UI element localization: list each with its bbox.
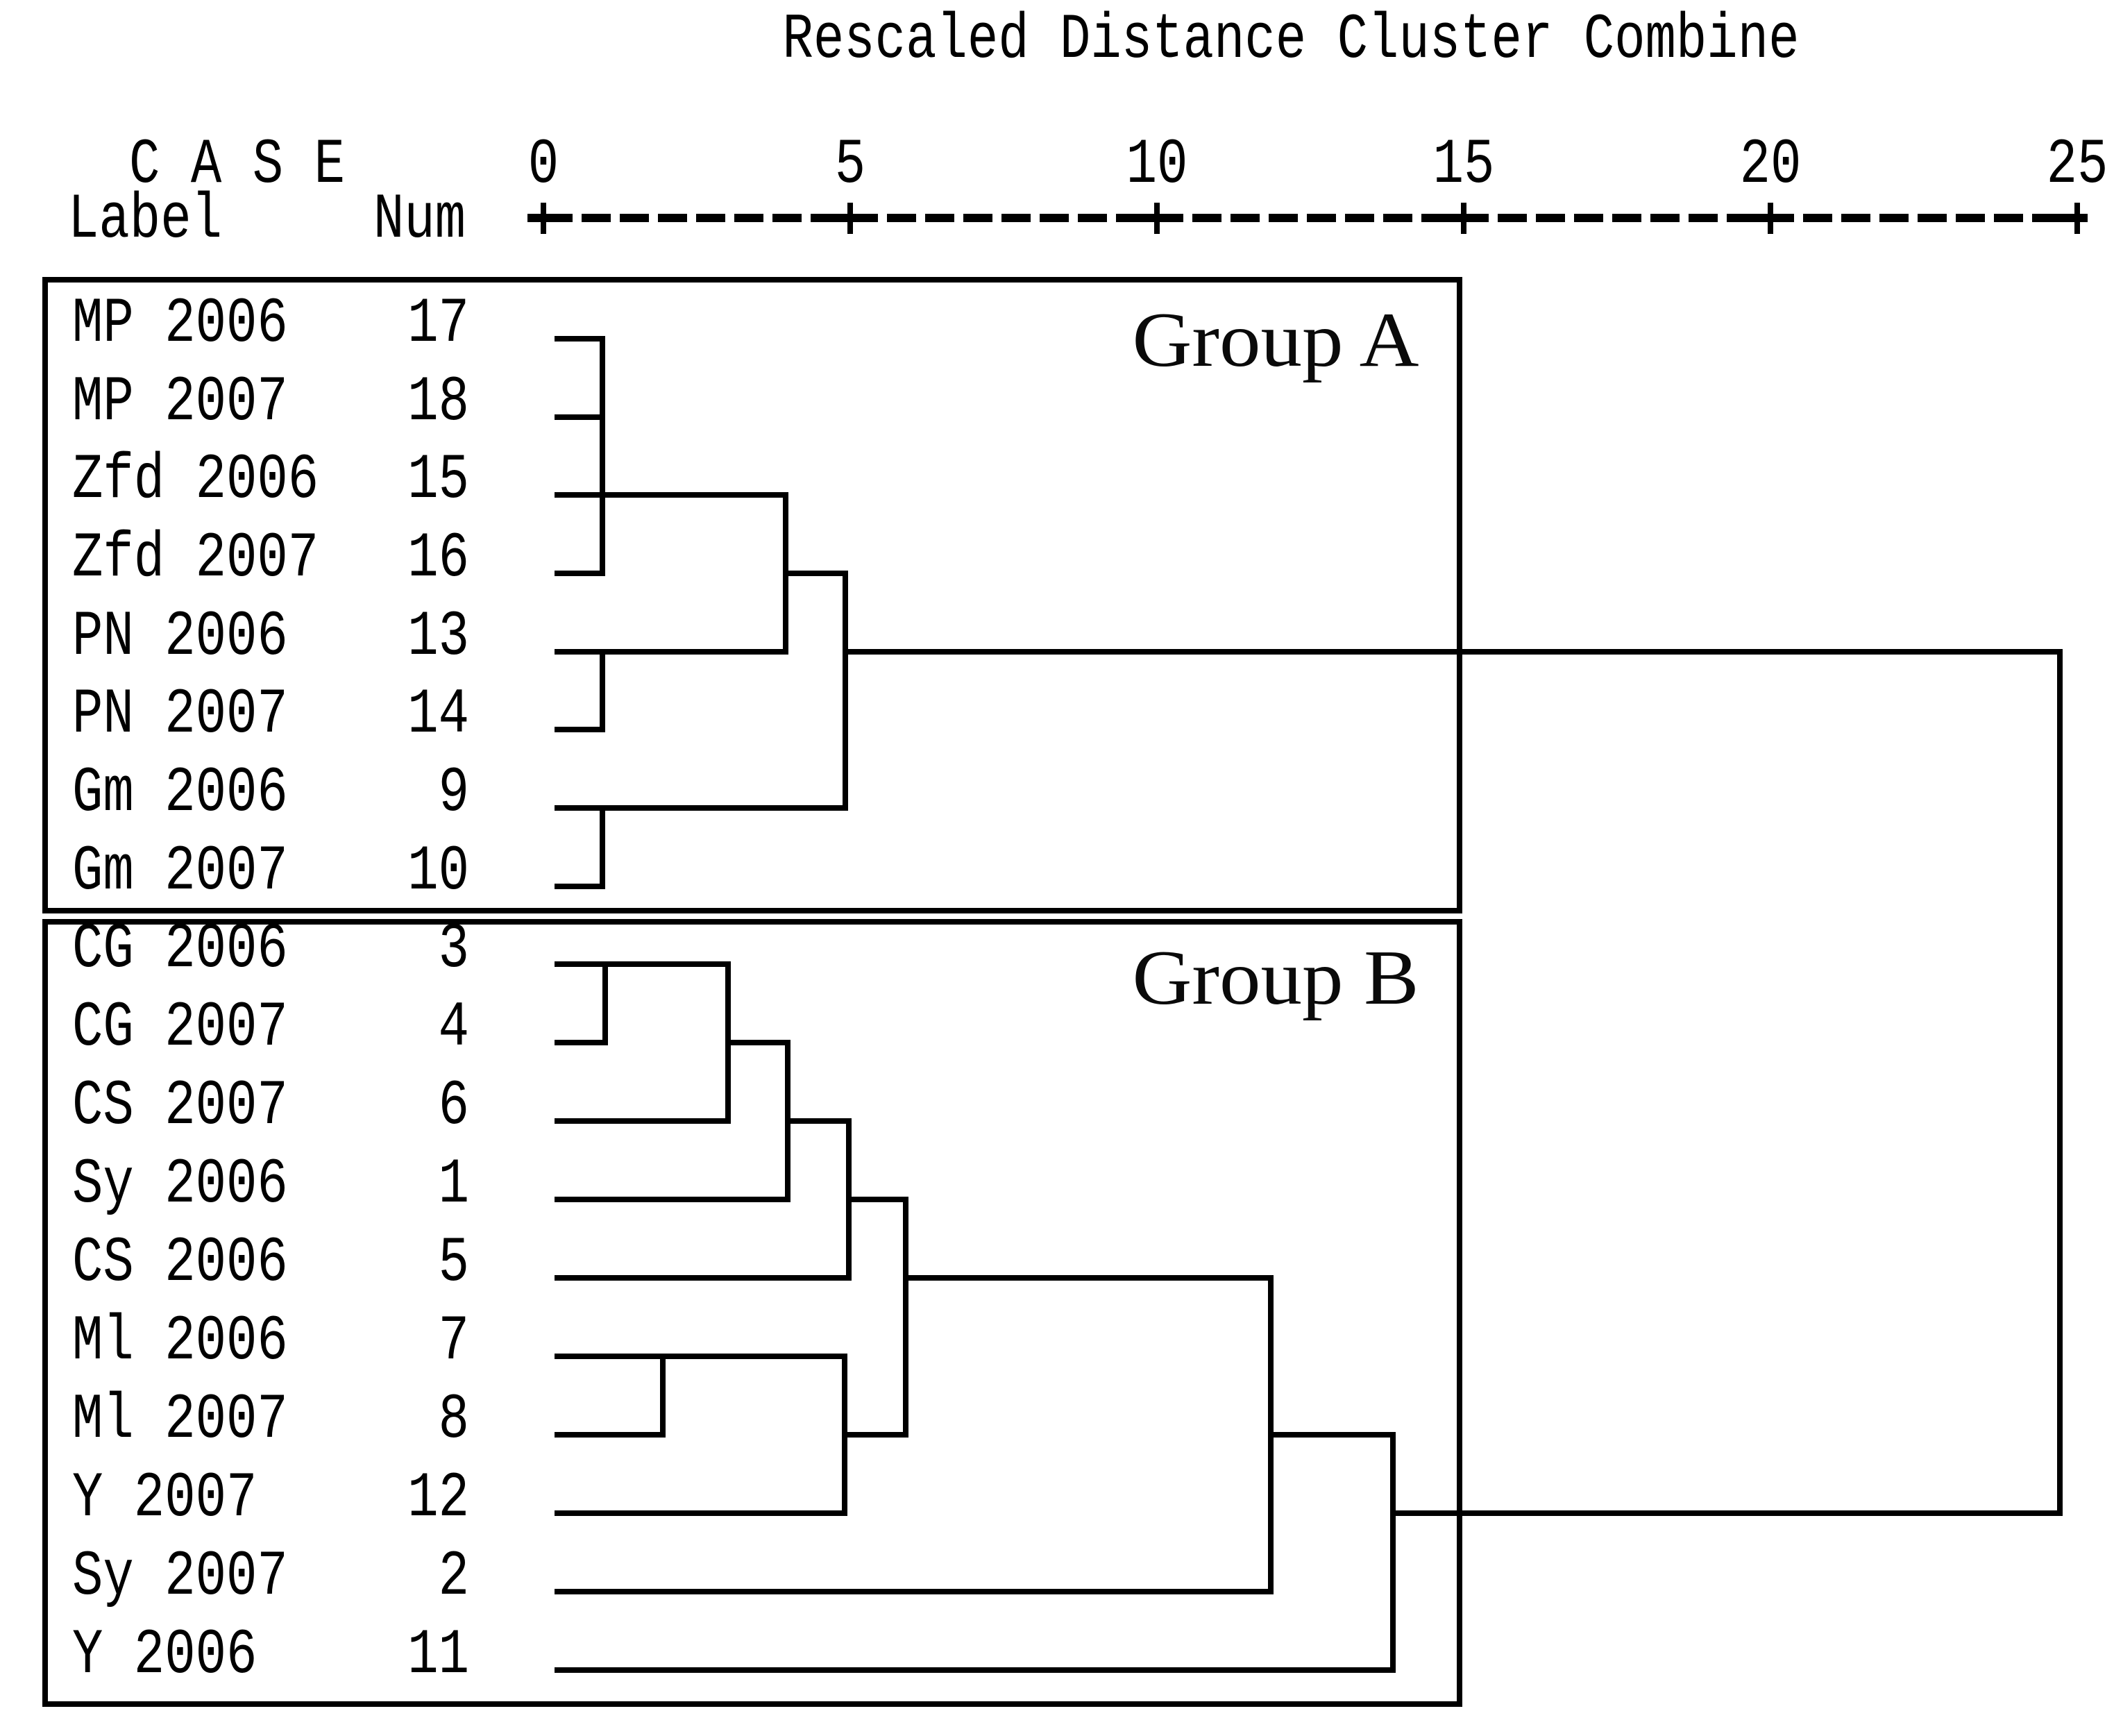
- leaf-label: MP 2007: [72, 366, 288, 439]
- leaf-label: Gm 2006: [72, 757, 288, 829]
- chart-title: Rescaled Distance Cluster Combine: [783, 3, 1800, 76]
- case-header: C A S E: [129, 128, 345, 201]
- case-num-column-header: Num: [373, 183, 466, 256]
- dendrogram-links: [555, 336, 2063, 1673]
- leaf-label: MP 2006: [72, 287, 288, 360]
- leaf-num: 15: [407, 444, 469, 516]
- case-label-column-header: Label: [68, 183, 222, 256]
- axis-tick-label: 0: [528, 128, 559, 201]
- leaf-label: Ml 2007: [72, 1383, 288, 1456]
- leaf-num: 16: [407, 522, 469, 595]
- axis-tick-label: 15: [1433, 128, 1495, 201]
- leaf-label: CS 2007: [72, 1070, 288, 1143]
- leaf-label: CS 2006: [72, 1227, 288, 1299]
- axis-tick-label: 25: [2047, 128, 2108, 201]
- leaf-num: 13: [407, 600, 469, 673]
- leaf-label: Y 2007: [72, 1462, 257, 1535]
- leaf-num: 7: [439, 1305, 469, 1378]
- leaf-label: PN 2007: [72, 678, 288, 751]
- leaf-num: 9: [439, 757, 469, 829]
- leaf-num: 1: [439, 1148, 469, 1221]
- leaf-num: 2: [439, 1540, 469, 1613]
- distance-axis: 0 5 10 15 20 25: [527, 128, 2108, 234]
- group-box: [42, 277, 1462, 913]
- group-label: Group B: [1133, 935, 1419, 1021]
- leaf-label: PN 2006: [72, 600, 288, 673]
- leaf-num: 6: [439, 1070, 469, 1143]
- leaf-num: 3: [439, 913, 469, 986]
- leaf-num: 4: [439, 991, 469, 1064]
- leaf-label: Sy 2006: [72, 1148, 288, 1221]
- leaf-num: 8: [439, 1383, 469, 1456]
- group-box: [42, 919, 1462, 1707]
- leaf-label: Sy 2007: [72, 1540, 288, 1613]
- leaf-num: 10: [407, 835, 469, 908]
- group-label: Group A: [1133, 297, 1419, 383]
- group-labels: Group A Group B: [1133, 297, 1419, 1021]
- axis-tick-label: 20: [1740, 128, 1802, 201]
- leaf-label: Zfd 2006: [72, 444, 319, 516]
- leaf-num: 17: [407, 287, 469, 360]
- leaf-num: 18: [407, 366, 469, 439]
- group-boxes: [42, 277, 1462, 1707]
- leaf-label: Ml 2006: [72, 1305, 288, 1378]
- leaf-num: 11: [407, 1619, 469, 1692]
- leaf-num: 12: [407, 1462, 469, 1535]
- axis-tick-label: 10: [1126, 128, 1188, 201]
- leaf-label: Zfd 2007: [72, 522, 319, 595]
- leaf-num: 5: [439, 1227, 469, 1299]
- leaf-label: Gm 2007: [72, 835, 288, 908]
- leaf-label: CG 2007: [72, 991, 288, 1064]
- axis-tick-label: 5: [835, 128, 865, 201]
- leaf-label: CG 2006: [72, 913, 288, 986]
- leaf-label: Y 2006: [72, 1619, 257, 1692]
- leaf-num: 14: [407, 678, 469, 751]
